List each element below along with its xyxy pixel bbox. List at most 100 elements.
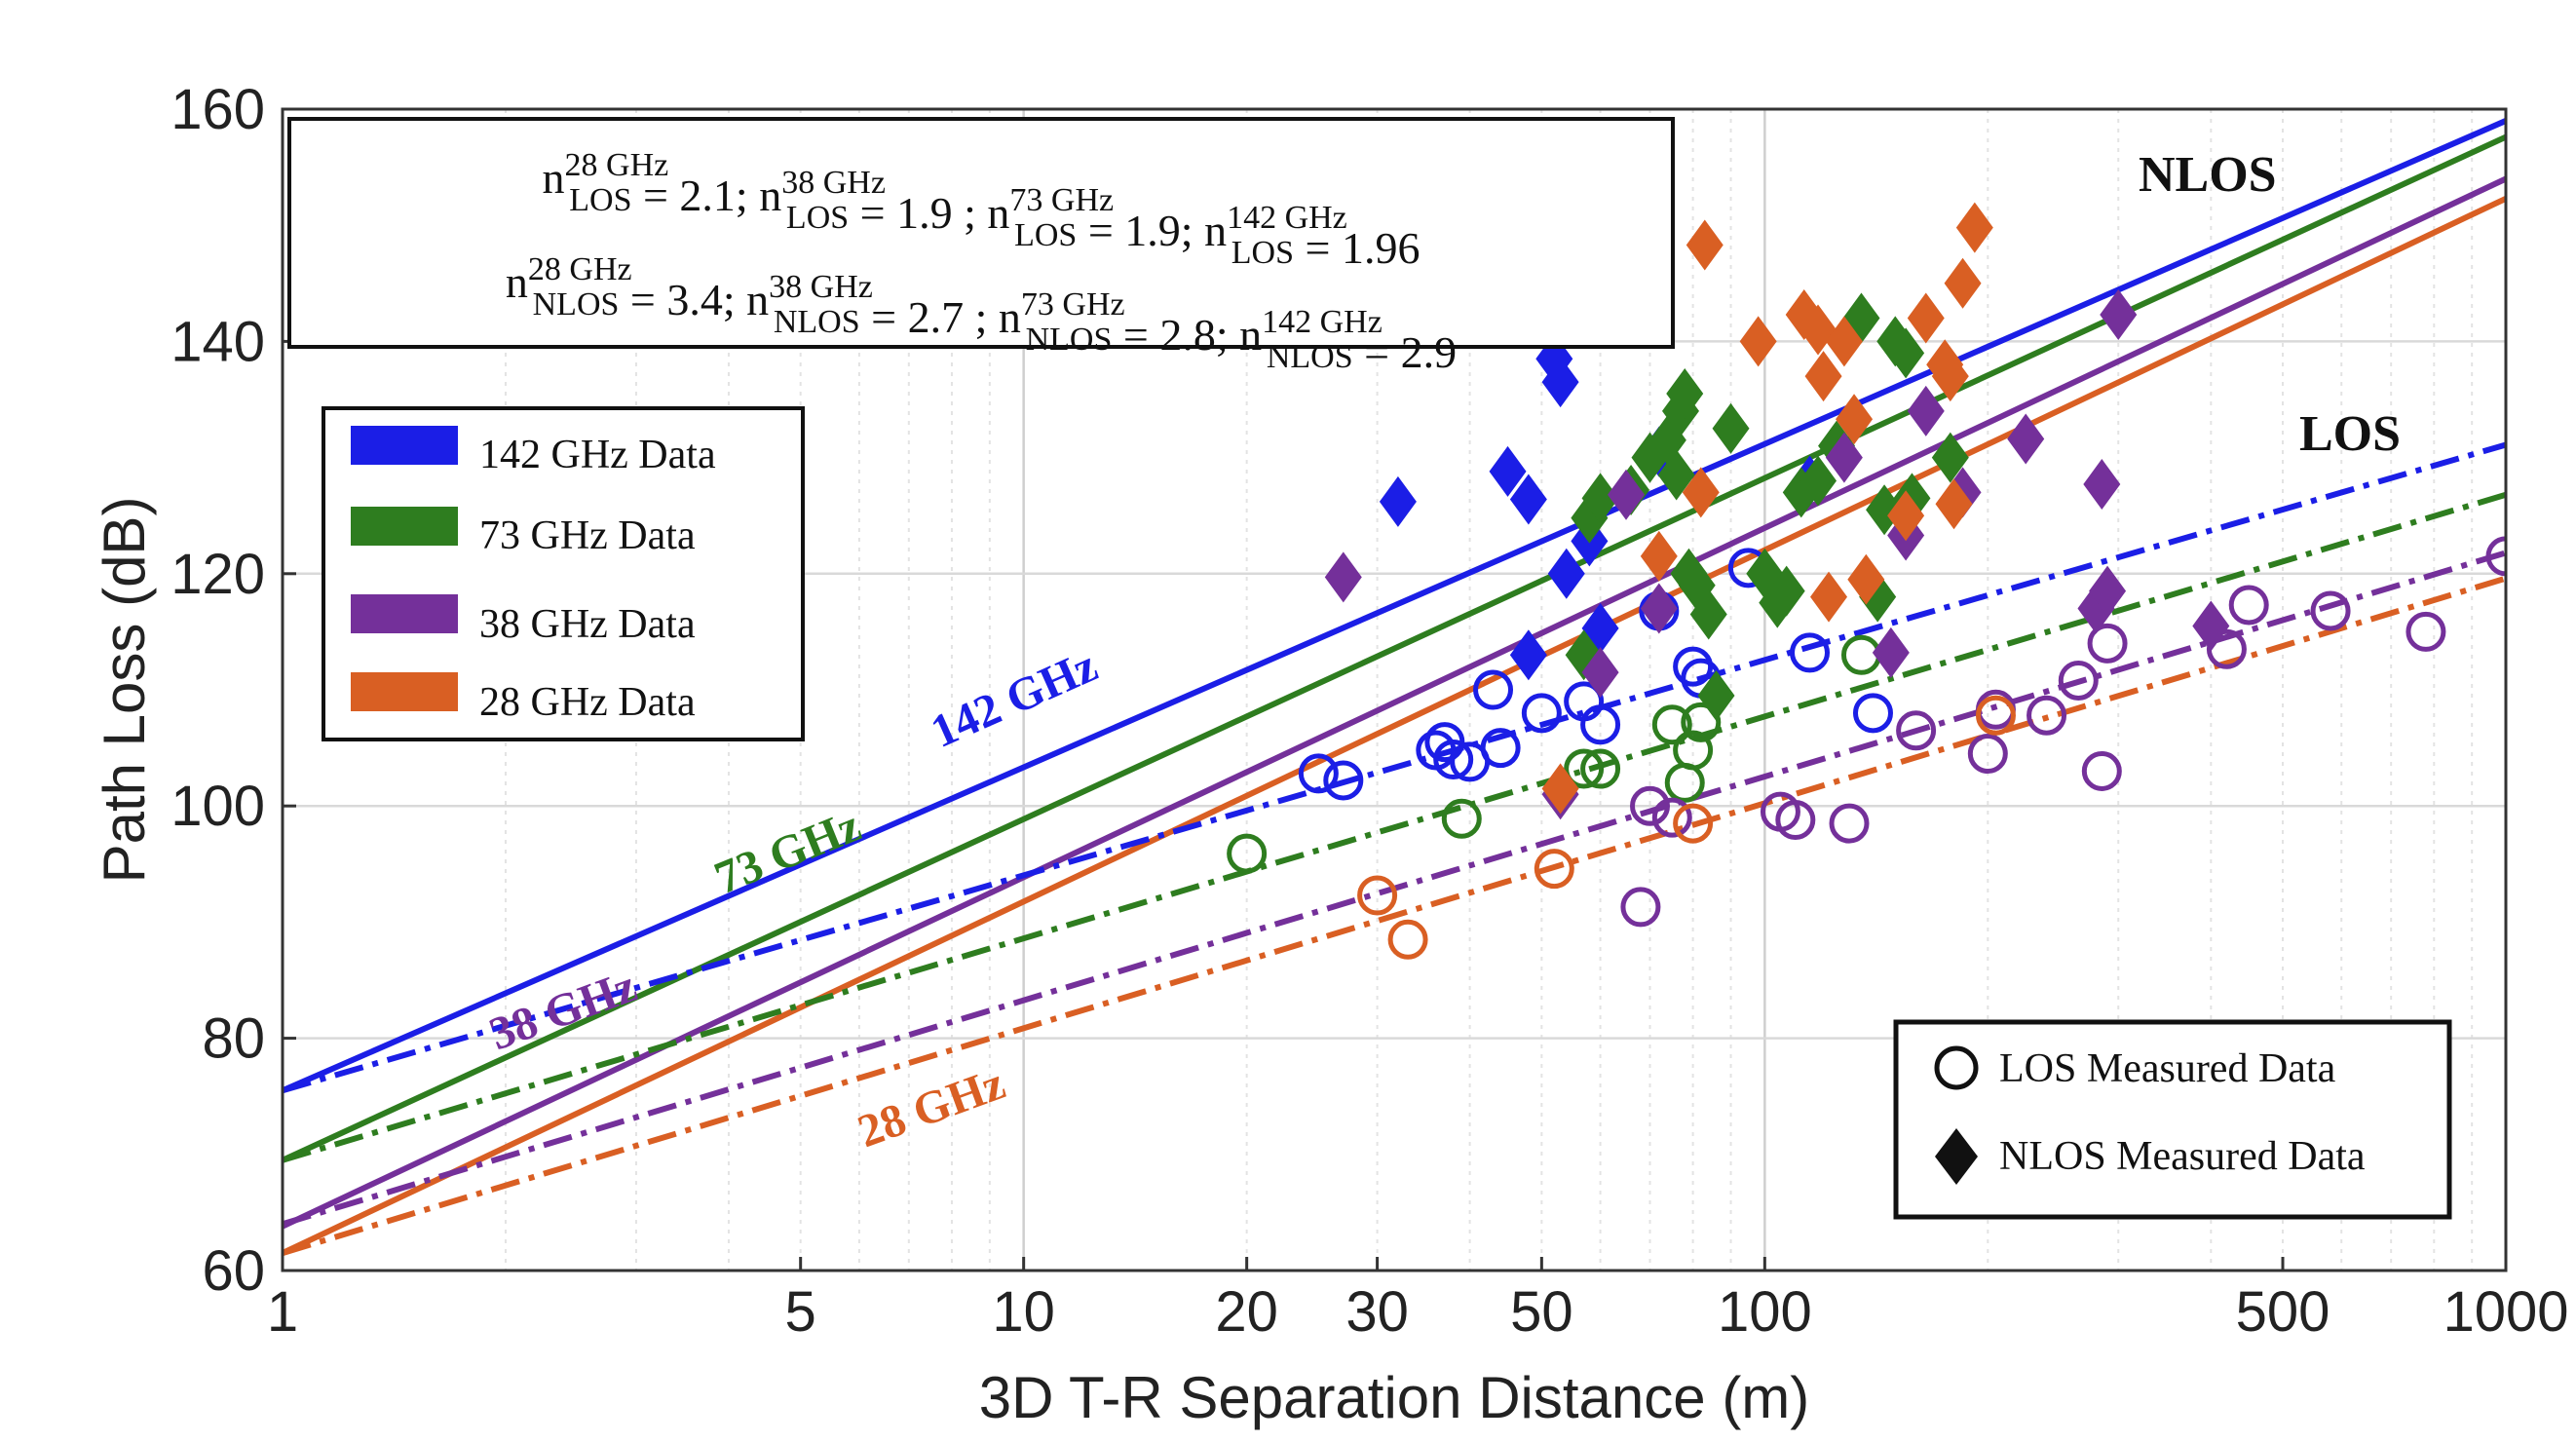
los-point-38 [2087,623,2128,664]
los-point-28 [1975,695,2016,736]
nlos-point-142 [1509,629,1547,681]
nlos-point-142 [1547,548,1585,599]
legend-circle-icon [1934,1045,1979,1090]
x-tick-label: 1000 [2443,1280,2568,1344]
x-tick-label: 1 [267,1280,298,1344]
los-point-142 [1433,740,1474,780]
fit-line-73-nlos [283,133,2506,1163]
los-point-142 [1298,753,1339,794]
los-point-73 [1651,704,1692,745]
plot-frame [281,107,2508,1272]
nlos-point-38 [1907,385,1945,436]
los-point-142 [1323,760,1364,801]
y-axis-title: Path Loss (dB) [92,497,157,884]
nlos-point-38 [2007,413,2045,465]
los-point-38 [1775,800,1816,841]
nlos-point-142 [1509,474,1547,525]
nlos-point-73 [1571,492,1609,544]
x-axis-title: 3D T-R Separation Distance (m) [979,1365,1810,1430]
nlos-point-73 [1666,368,1704,420]
nlos-point-38 [1324,551,1362,603]
exponent-row-los: n28 GHz LOS = 2.1; n38 GHz LOS = 1.9 ; n73… [543,147,1421,273]
legend-label-nlos: NLOS Measured Data [1999,1134,2366,1179]
y-tick-label: 160 [170,78,265,141]
legend-swatch-73 [351,507,458,546]
nlos-point-73 [1689,588,1727,640]
nlos-point-38 [2192,600,2230,652]
los-point-142 [1473,669,1514,710]
legend-label-los: LOS Measured Data [1999,1046,2336,1091]
nlos-point-28 [1955,202,1993,253]
nlos-point-73 [1767,565,1805,617]
los-point-73 [1564,748,1605,789]
los-point-38 [2406,611,2446,652]
nlos-point-38 [1608,469,1646,520]
los-point-142 [1790,632,1831,673]
nlos-point-28 [1686,219,1724,271]
x-tick-label: 100 [1718,1280,1812,1344]
y-tick-label: 60 [202,1239,265,1303]
los-point-73 [1681,702,1722,742]
legend-swatch-28 [351,672,458,711]
fit-line-28-los [283,575,2506,1256]
frequency-legend: 142 GHz Data 73 GHz Data 38 GHz Data 28 … [322,406,805,741]
nlos-point-28 [1931,351,1969,402]
y-tick-label: 140 [170,310,265,373]
nlos-point-142 [1379,475,1417,527]
legend-diamond-icon [1935,1128,1978,1185]
legend-swatch-142 [351,426,458,465]
x-tick-label: 20 [1215,1280,1278,1344]
los-point-38 [2058,660,2099,701]
los-point-38 [1896,710,1937,751]
x-axis-ticks: 1 5 10 20 30 50 100 500 1000 [267,1257,2569,1344]
fit-line-142-los [283,441,2506,1094]
nlos-point-28 [1935,478,1973,530]
los-point-28 [1534,849,1574,890]
nlos-point-28 [1804,351,1842,402]
nlos-point-28 [1887,490,1925,542]
marker-legend: LOS Measured Data NLOS Measured Data [1893,1019,2452,1220]
los-point-73 [1227,833,1268,874]
nlos-point-28 [1907,292,1945,344]
nlos-point-28 [1944,257,1982,309]
nlos-point-38 [1872,626,1910,678]
los-point-73 [1673,730,1714,771]
x-tick-label: 10 [992,1280,1055,1344]
los-point-38 [2027,695,2067,736]
los-point-73 [1441,798,1482,839]
y-tick-label: 120 [170,543,265,606]
nlos-point-28 [1739,316,1777,367]
los-point-38 [2310,590,2351,631]
los-point-142 [1852,693,1893,734]
nlos-point-28 [1810,571,1848,623]
nlos-point-38 [1825,432,1863,483]
los-point-38 [2485,536,2506,577]
los-point-38 [2206,628,2247,669]
los-point-28 [1387,919,1428,960]
nlos-point-28 [1825,316,1863,367]
nlos-point-28 [1682,467,1720,518]
fit-line-28-nlos [283,196,2506,1256]
legend-label-28: 28 GHz Data [479,680,696,725]
legend-label-38: 38 GHz Data [479,602,696,647]
los-point-38 [2228,585,2269,626]
los-point-142 [1673,646,1714,687]
nlos-point-73 [1657,449,1695,501]
los-point-142 [1480,728,1521,769]
nlos-point-38 [1640,583,1678,634]
fit-line-142-nlos [283,118,2506,1093]
los-point-38 [1651,797,1692,838]
nlos-point-142 [1541,357,1579,408]
nlos-point-38 [2083,459,2121,511]
nlos-point-38 [1581,647,1619,699]
nlos-point-73 [1887,327,1925,379]
nlos-point-28 [1836,394,1874,445]
los-point-38 [1630,785,1671,826]
nlos-point-28 [1541,763,1579,815]
legend-label-142: 142 GHz Data [479,433,716,477]
x-tick-label: 5 [785,1280,816,1344]
nlos-region-label: NLOS [2139,147,2277,203]
los-point-142 [1521,693,1562,734]
los-point-38 [1967,734,2008,775]
